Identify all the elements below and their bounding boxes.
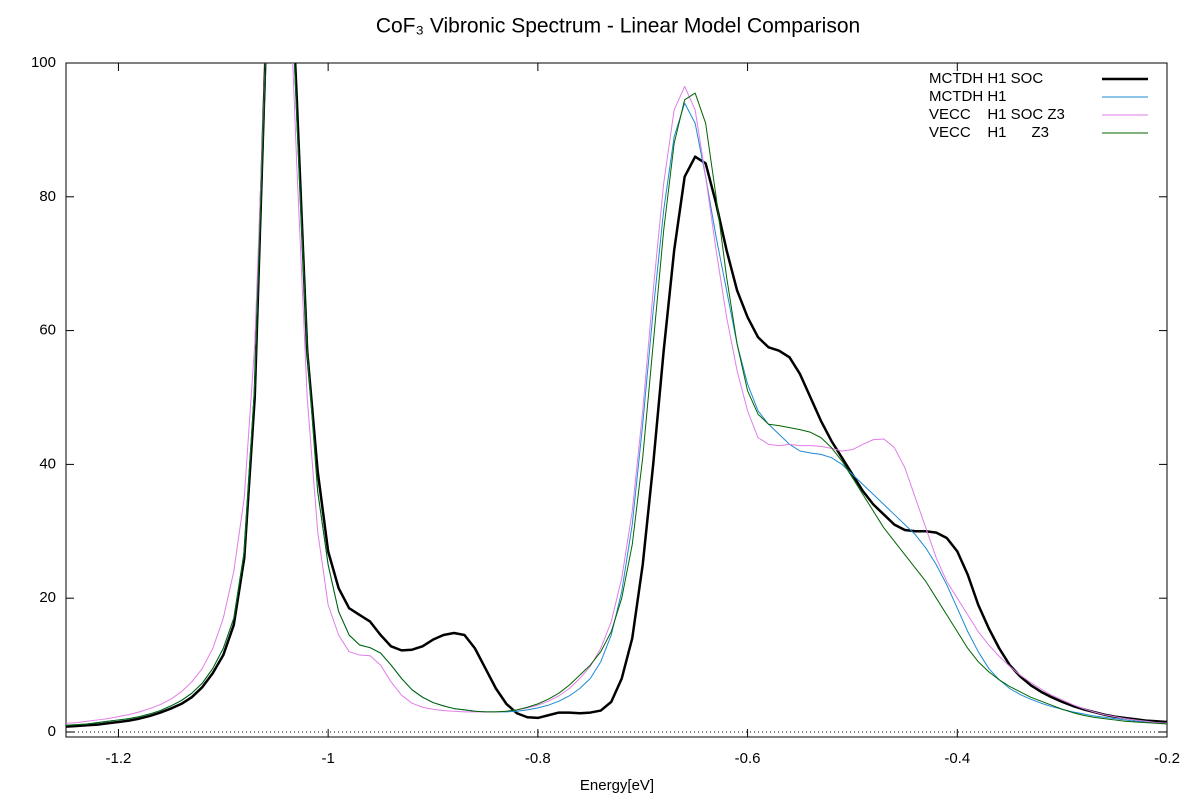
x-axis-label: Energy[eV] [580, 777, 654, 794]
legend-label: MCTDH H1 SOC [929, 70, 1043, 87]
legend-label: MCTDH H1 [929, 88, 1007, 105]
x-tick-label: -0.8 [525, 750, 551, 767]
y-tick-label: 40 [39, 455, 56, 472]
legend-label: VECC H1 SOC Z3 [929, 106, 1065, 123]
y-tick-label: 100 [31, 54, 56, 71]
plot-frame [65, 62, 1168, 738]
x-tick-label: -0.2 [1154, 750, 1180, 767]
series-line [66, 63, 1167, 726]
series-line [66, 63, 1167, 728]
legend-label: VECC H1 Z3 [929, 124, 1049, 141]
x-tick-label: -0.4 [944, 750, 970, 767]
y-tick-label: 0 [48, 723, 56, 740]
y-tick-label: 80 [39, 188, 56, 205]
y-tick-label: 20 [39, 589, 56, 606]
x-tick-label: -1.2 [105, 750, 131, 767]
x-tick-label: -1 [321, 750, 334, 767]
chart-title: CoF₃ Vibronic Spectrum - Linear Model Co… [376, 15, 860, 38]
x-tick-label: -0.6 [735, 750, 761, 767]
series-line [66, 63, 1167, 724]
plot-area [66, 63, 1167, 728]
y-tick-label: 60 [39, 322, 56, 339]
